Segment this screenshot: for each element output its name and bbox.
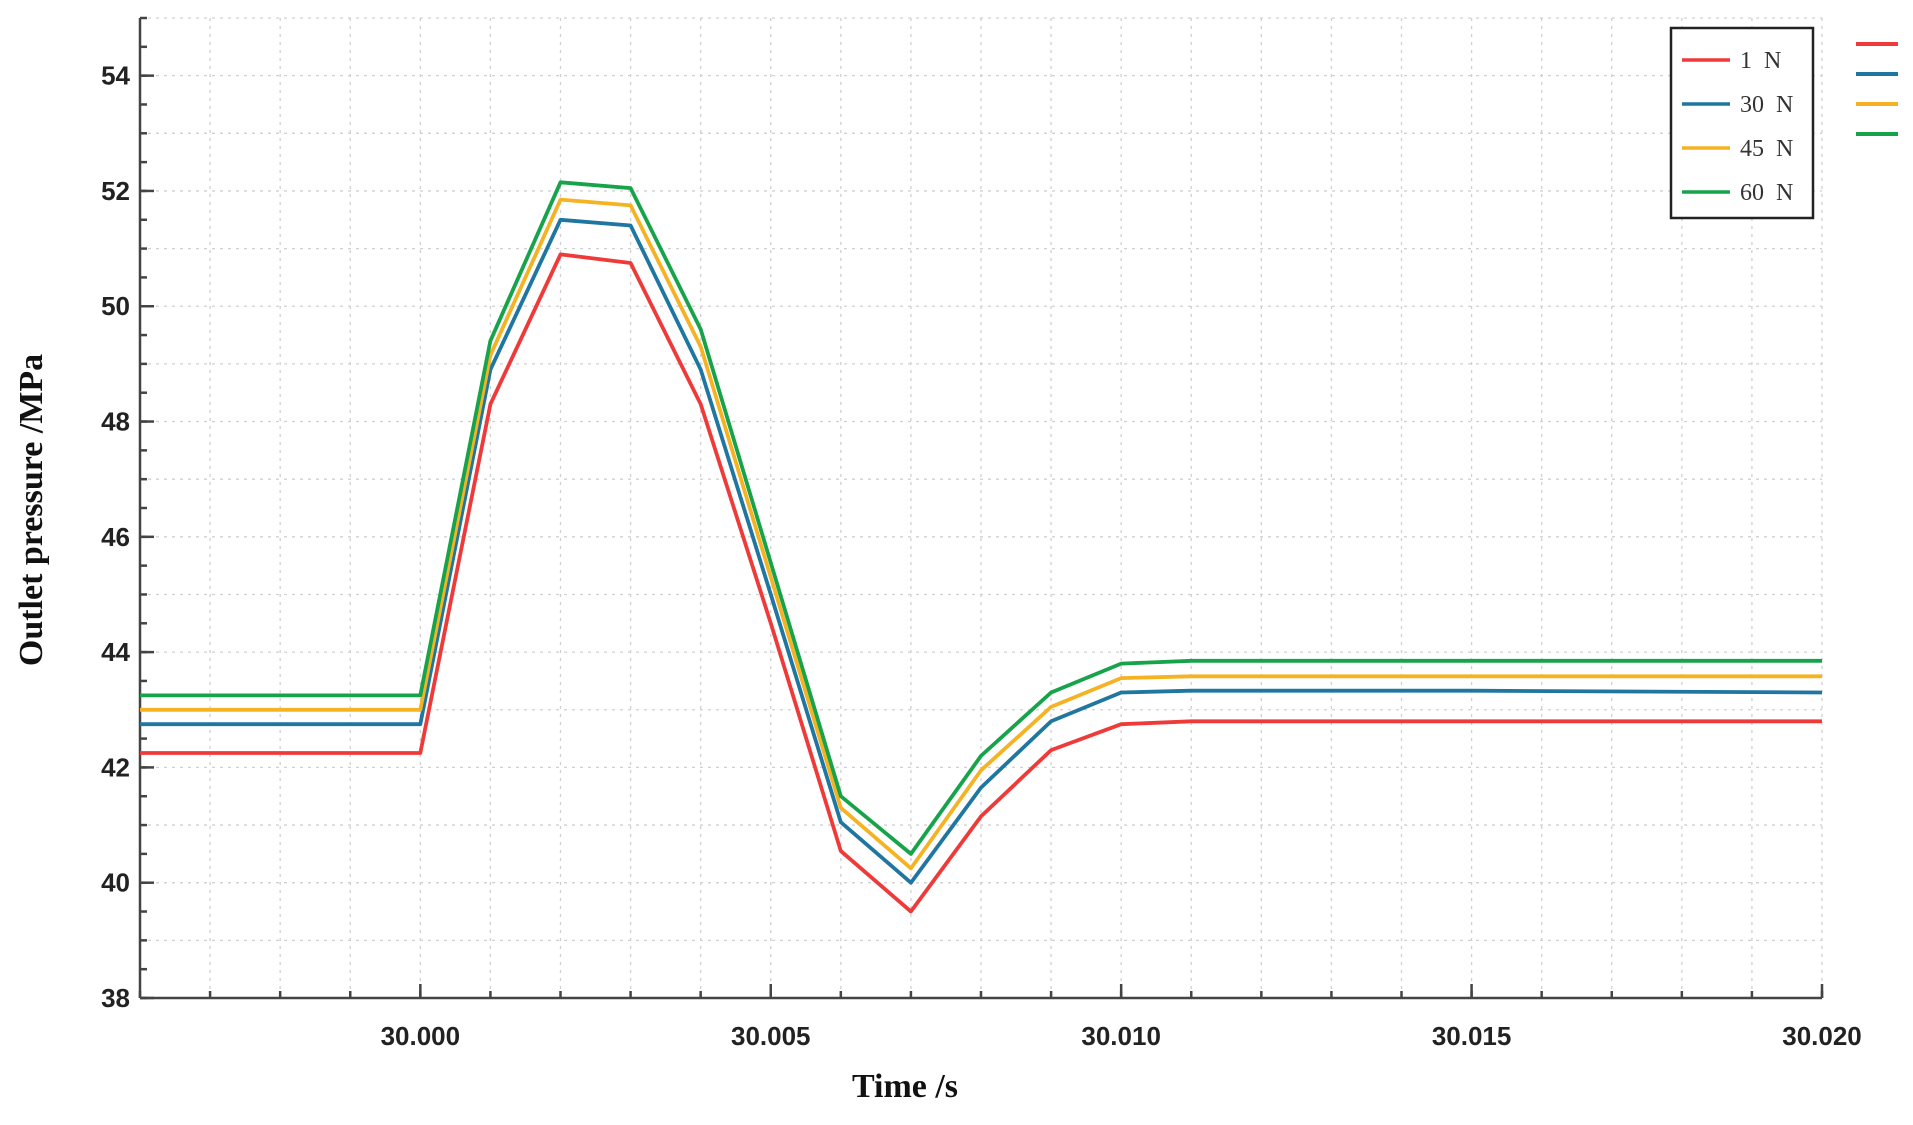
axes bbox=[138, 16, 1824, 1000]
y-tick-label: 38 bbox=[101, 983, 130, 1013]
y-tick-label: 44 bbox=[101, 637, 130, 667]
legend-label: 30 N bbox=[1740, 92, 1793, 118]
x-tick-label: 30.015 bbox=[1432, 1021, 1512, 1051]
y-tick-label: 40 bbox=[101, 868, 130, 898]
series-line-4 bbox=[140, 180, 1822, 856]
series-line-2 bbox=[140, 217, 1823, 885]
tick-labels: 30.000 30.005 30.010 30.015 30.020 38 40 42 44 46… bbox=[101, 61, 1862, 1051]
x-tick-label: 30.020 bbox=[1782, 1021, 1862, 1051]
y-tick-label: 48 bbox=[101, 407, 130, 437]
legend-label: 60 N bbox=[1740, 180, 1793, 206]
series-line-3 bbox=[140, 197, 1822, 871]
y-tick-label: 54 bbox=[101, 61, 130, 91]
y-axis-title: Outlet pressure /MPa bbox=[13, 354, 50, 666]
y-tick-label: 46 bbox=[101, 522, 130, 552]
x-tick-label: 30.005 bbox=[731, 1021, 811, 1051]
y-tick-label: 50 bbox=[101, 291, 130, 321]
x-tick-label: 30.000 bbox=[381, 1021, 461, 1051]
grid bbox=[139, 17, 1823, 999]
legend-label: 45 N bbox=[1740, 136, 1793, 162]
y-tick-label: 52 bbox=[101, 176, 130, 206]
legend-label: 1 N bbox=[1740, 48, 1781, 74]
series-lines bbox=[140, 180, 1823, 914]
y-tick-label: 42 bbox=[101, 752, 130, 782]
legend-color-keys bbox=[1856, 42, 1898, 136]
x-tick-label: 30.010 bbox=[1081, 1021, 1161, 1051]
legend: 1 N 30 N 45 N 60 N bbox=[1669, 26, 1815, 220]
series-line-1 bbox=[140, 252, 1822, 914]
x-axis-title: Time /s bbox=[852, 1068, 958, 1105]
